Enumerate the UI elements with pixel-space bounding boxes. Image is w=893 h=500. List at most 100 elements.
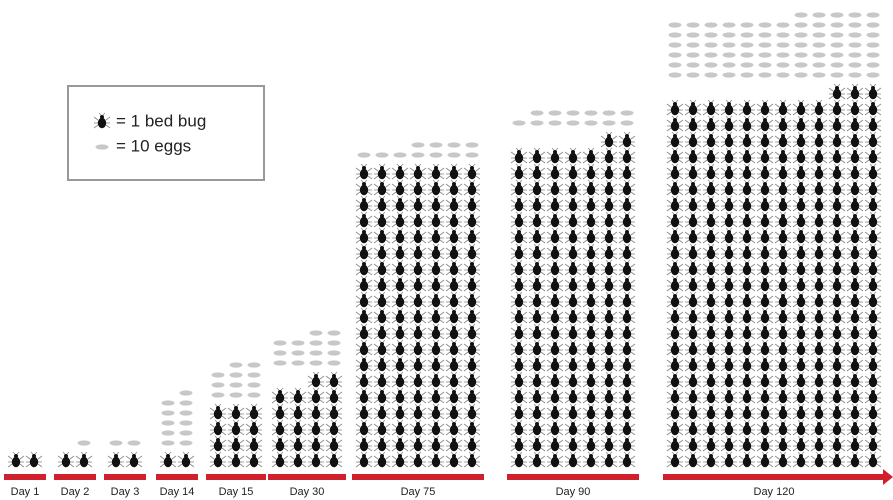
bug-leg bbox=[804, 391, 810, 396]
bug-leg bbox=[756, 303, 762, 308]
bug-leg bbox=[801, 307, 805, 311]
bug-leg bbox=[391, 175, 397, 180]
bug-leg bbox=[846, 327, 852, 332]
bug-leg bbox=[289, 415, 295, 420]
bug-leg bbox=[325, 399, 331, 404]
bug-leg bbox=[533, 403, 537, 407]
bug-leg bbox=[618, 215, 624, 220]
bug-leg bbox=[732, 335, 738, 340]
bug-leg bbox=[594, 295, 600, 300]
bug-leg bbox=[582, 167, 588, 172]
bug-leg bbox=[391, 223, 397, 228]
bug-leg bbox=[214, 403, 218, 407]
bug-leg bbox=[373, 207, 379, 212]
bug-leg bbox=[450, 451, 454, 455]
bug-leg bbox=[522, 391, 528, 396]
bug-leg bbox=[427, 343, 433, 348]
bug-leg bbox=[666, 423, 672, 428]
bug-leg bbox=[792, 391, 798, 396]
bug-leg bbox=[720, 463, 726, 468]
bug-body bbox=[61, 456, 71, 468]
bug-head bbox=[535, 230, 539, 234]
bug-leg bbox=[325, 383, 331, 388]
bug-leg bbox=[360, 243, 364, 247]
bug-icon bbox=[618, 147, 636, 164]
bug-leg bbox=[623, 179, 627, 183]
bug-head bbox=[553, 454, 557, 458]
bug-icon bbox=[582, 307, 600, 324]
bug-leg bbox=[209, 439, 215, 444]
bug-leg bbox=[378, 179, 382, 183]
bug-leg bbox=[325, 415, 331, 420]
bug-leg bbox=[546, 399, 552, 404]
bug-leg bbox=[750, 383, 756, 388]
bug-leg bbox=[591, 451, 595, 455]
bug-leg bbox=[533, 387, 537, 391]
bug-body bbox=[568, 440, 578, 452]
day-label: Day 30 bbox=[290, 486, 325, 498]
bug-icon bbox=[546, 195, 564, 212]
bug-leg bbox=[533, 323, 537, 327]
bug-leg bbox=[271, 447, 277, 452]
bug-head bbox=[799, 390, 803, 394]
bug-leg bbox=[391, 239, 397, 244]
bug-leg bbox=[463, 359, 469, 364]
bug-leg bbox=[612, 279, 618, 284]
bug-leg bbox=[540, 159, 546, 164]
bug-leg bbox=[522, 335, 528, 340]
bug-body bbox=[688, 344, 698, 356]
bug-head bbox=[607, 166, 611, 170]
bug-leg bbox=[609, 243, 613, 247]
bug-leg bbox=[66, 451, 70, 455]
bug-head bbox=[607, 230, 611, 234]
bug-leg bbox=[797, 355, 801, 359]
bug-leg bbox=[528, 199, 534, 204]
bug-leg bbox=[600, 167, 606, 172]
bug-leg bbox=[421, 287, 427, 292]
bug-leg bbox=[779, 419, 783, 423]
bug-icon bbox=[510, 387, 528, 404]
bug-icon bbox=[546, 179, 564, 196]
bug-leg bbox=[555, 243, 559, 247]
bug-leg bbox=[385, 295, 391, 300]
bug-leg bbox=[756, 447, 762, 452]
bug-head bbox=[517, 326, 521, 330]
bug-icon bbox=[463, 307, 481, 324]
bug-icon bbox=[75, 451, 93, 468]
egg-icon bbox=[465, 152, 479, 158]
bug-leg bbox=[837, 307, 841, 311]
bug-icon bbox=[828, 451, 846, 468]
bug-leg bbox=[400, 355, 404, 359]
bug-leg bbox=[540, 311, 546, 316]
bug-body bbox=[359, 296, 369, 308]
bug-leg bbox=[409, 215, 415, 220]
bug-icon bbox=[510, 323, 528, 340]
bug-leg bbox=[591, 387, 595, 391]
bug-leg bbox=[576, 407, 582, 412]
bug-leg bbox=[714, 463, 720, 468]
bug-leg bbox=[684, 399, 690, 404]
bug-leg bbox=[612, 423, 618, 428]
bug-leg bbox=[714, 431, 720, 436]
bug-leg bbox=[564, 351, 570, 356]
bug-icon bbox=[177, 451, 195, 468]
bug-leg bbox=[684, 351, 690, 356]
bug-icon bbox=[546, 403, 564, 420]
bug-head bbox=[234, 406, 238, 410]
bug-icon bbox=[828, 403, 846, 420]
bug-body bbox=[111, 456, 121, 468]
bug-leg bbox=[360, 259, 364, 263]
bug-head bbox=[216, 422, 220, 426]
bug-body bbox=[532, 168, 542, 180]
bug-head bbox=[673, 422, 677, 426]
bug-leg bbox=[702, 431, 708, 436]
bug-head bbox=[535, 246, 539, 250]
bug-leg bbox=[750, 351, 756, 356]
bug-head bbox=[727, 390, 731, 394]
bug-leg bbox=[454, 163, 458, 167]
bug-leg bbox=[283, 439, 289, 444]
bug-leg bbox=[391, 463, 397, 468]
bug-leg bbox=[330, 419, 334, 423]
bug-leg bbox=[714, 311, 720, 316]
bug-leg bbox=[675, 355, 679, 359]
